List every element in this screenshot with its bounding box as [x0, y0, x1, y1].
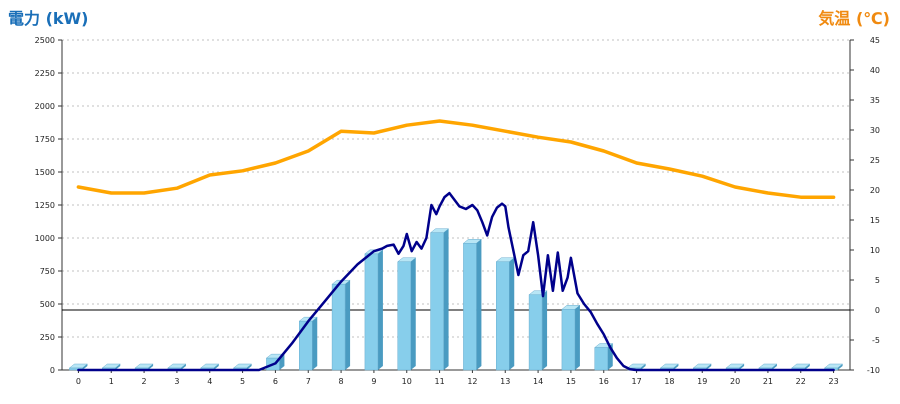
right-tick-label: 45 — [870, 36, 880, 45]
x-tick-label: 16 — [599, 377, 609, 386]
bar — [561, 309, 576, 371]
x-tick-label: 12 — [467, 377, 477, 386]
x-tick-label: 22 — [796, 377, 806, 386]
bar-side — [574, 305, 580, 370]
left-tick-label: 1250 — [35, 201, 55, 210]
x-tick-label: 21 — [763, 377, 773, 386]
bar-side — [213, 364, 219, 370]
left-tick-label: 2000 — [35, 102, 55, 111]
bar-side — [246, 364, 252, 370]
bar — [430, 232, 444, 371]
bar — [496, 261, 510, 371]
bar-side — [739, 364, 745, 370]
bar-side — [82, 364, 88, 370]
x-tick-label: 6 — [273, 377, 278, 386]
x-tick-label: 14 — [533, 377, 543, 386]
right-tick-label: 10 — [870, 246, 880, 255]
left-tick-label: 1000 — [35, 234, 55, 243]
x-tick-label: 17 — [631, 377, 641, 386]
bar-side — [673, 364, 679, 370]
x-tick-label: 11 — [434, 377, 444, 386]
bar — [463, 243, 477, 371]
x-tick-label: 20 — [730, 377, 740, 386]
right-tick-label: -5 — [872, 336, 880, 345]
x-tick-label: 1 — [109, 377, 114, 386]
bar — [528, 294, 543, 371]
left-tick-label: 500 — [40, 300, 55, 309]
bar — [397, 261, 411, 371]
bar-side — [476, 239, 482, 370]
left-tick-label: 1750 — [35, 135, 55, 144]
power-line — [77, 191, 835, 372]
bar-side — [443, 228, 449, 370]
left-tick-label: 2500 — [35, 36, 55, 45]
x-tick-label: 13 — [500, 377, 510, 386]
right-axis-title: 気温 (℃) — [818, 9, 890, 28]
x-tick-label: 15 — [566, 377, 576, 386]
bar-side — [115, 364, 121, 370]
x-tick-label: 8 — [339, 377, 344, 386]
bar-side — [312, 317, 318, 370]
bar-side — [180, 364, 186, 370]
right-tick-label: 40 — [870, 66, 880, 75]
left-tick-label: 250 — [40, 333, 55, 342]
left-tick-label: 0 — [50, 366, 55, 375]
x-tick-label: 19 — [697, 377, 707, 386]
right-tick-label: 25 — [870, 156, 880, 165]
bar — [331, 283, 346, 371]
bar-side — [377, 249, 383, 370]
bar — [594, 347, 608, 371]
right-tick-label: 0 — [875, 306, 880, 315]
x-tick-label: 3 — [174, 377, 179, 386]
bar-side — [509, 257, 515, 370]
bar-side — [148, 364, 154, 370]
left-axis-title: 電力 (kW) — [8, 9, 89, 28]
bar — [299, 320, 313, 371]
right-tick-label: 30 — [870, 126, 880, 135]
x-tick-label: 5 — [240, 377, 245, 386]
right-tick-label: 35 — [870, 96, 880, 105]
x-tick-label: 0 — [76, 377, 81, 386]
bar-side — [640, 364, 646, 370]
right-tick-label: -10 — [867, 366, 880, 375]
bar-side — [837, 364, 843, 370]
temperature-line — [76, 119, 836, 199]
bar-side — [804, 364, 810, 370]
bar-side — [542, 290, 548, 370]
x-tick-label: 4 — [207, 377, 212, 386]
bar-side — [706, 364, 712, 370]
bar-side — [345, 280, 351, 370]
x-tick-label: 2 — [142, 377, 147, 386]
bar-side — [771, 364, 777, 370]
right-tick-label: 5 — [875, 276, 880, 285]
x-tick-label: 23 — [828, 377, 838, 386]
x-tick-label: 18 — [664, 377, 674, 386]
x-tick-label: 7 — [306, 377, 311, 386]
bar-side — [410, 257, 416, 370]
right-tick-label: 15 — [870, 216, 880, 225]
bar — [364, 253, 379, 371]
left-tick-label: 2250 — [35, 69, 55, 78]
x-tick-label: 9 — [371, 377, 376, 386]
x-tick-label: 10 — [402, 377, 412, 386]
right-tick-label: 20 — [870, 186, 880, 195]
left-tick-label: 750 — [40, 267, 55, 276]
left-tick-label: 1500 — [35, 168, 55, 177]
